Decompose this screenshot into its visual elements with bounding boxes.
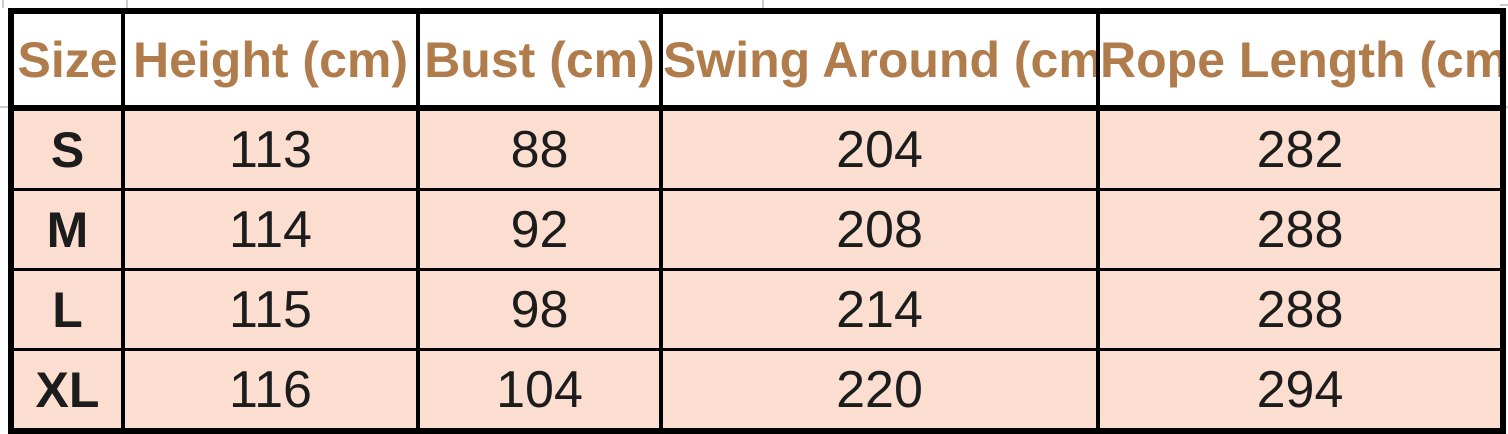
cell-bust: 92 [416,188,663,271]
header-cell-bust: Bust (cm) [416,9,663,111]
table-row-xl: XL 116 104 220 294 [9,348,1505,433]
gridline-stub [126,0,128,8]
cell-swing-around: 208 [659,188,1100,271]
header-row: Size Height (cm) Bust (cm) Swing Around … [9,9,1505,111]
cell-size-label: S [9,106,125,191]
cell-height: 114 [121,188,420,271]
header-cell-height: Height (cm) [121,9,420,111]
cell-bust: 98 [416,268,663,351]
table-row-m: M 114 92 208 288 [9,188,1505,271]
cell-rope-length: 288 [1096,188,1505,271]
cell-size-label: L [9,268,125,351]
gridline-stub [2,0,4,8]
header-cell-swing-around: Swing Around (cm) [659,9,1100,111]
table-row-s: S 113 88 204 282 [9,106,1505,191]
cell-height: 113 [121,106,420,191]
cell-swing-around: 214 [659,268,1100,351]
cell-bust: 104 [416,348,663,433]
size-chart-table: Size Height (cm) Bust (cm) Swing Around … [8,8,1506,434]
cell-rope-length: 294 [1096,348,1505,433]
cell-swing-around: 220 [659,348,1100,433]
cell-rope-length: 282 [1096,106,1505,191]
cell-swing-around: 204 [659,106,1100,191]
gridline-stub [762,0,764,8]
header-cell-size: Size [9,9,125,111]
cell-height: 115 [121,268,420,351]
table-row-l: L 115 98 214 288 [9,268,1505,351]
cell-rope-length: 288 [1096,268,1505,351]
cell-bust: 88 [416,106,663,191]
gridline-stub [1500,4,1508,6]
gridline-stub [0,106,8,108]
header-cell-rope-length: Rope Length (cm) [1096,9,1505,111]
cell-height: 116 [121,348,420,433]
cell-size-label: XL [9,348,125,433]
cell-size-label: M [9,188,125,271]
